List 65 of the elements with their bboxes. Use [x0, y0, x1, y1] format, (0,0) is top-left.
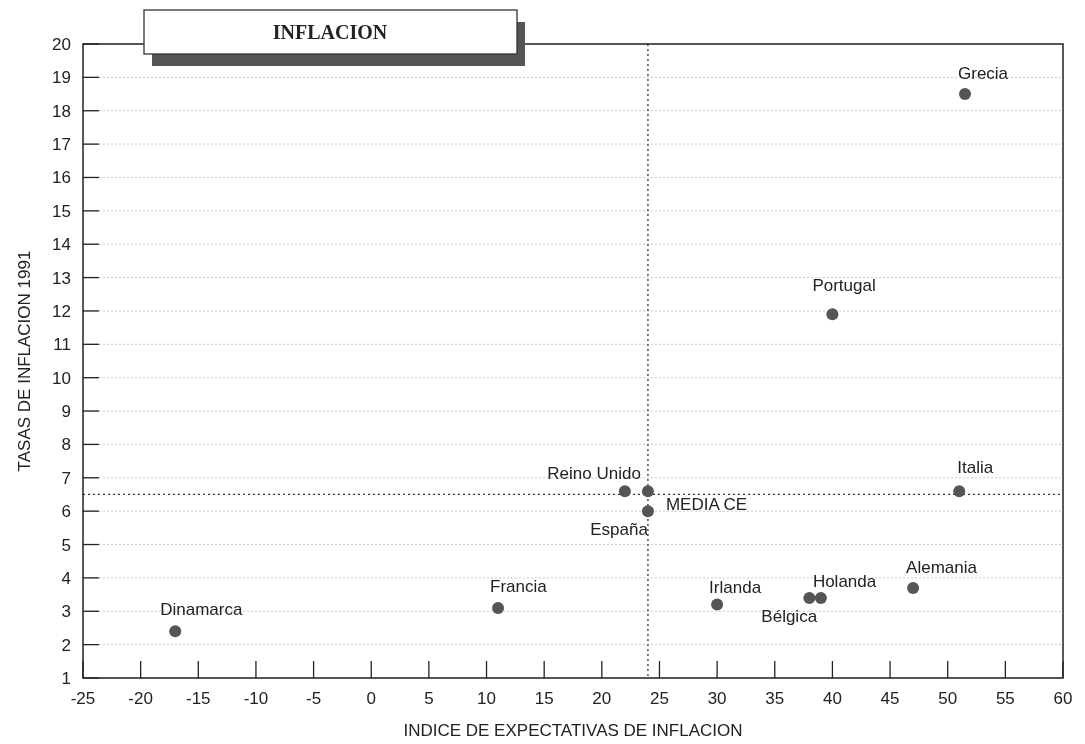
- series-label: Holanda: [812, 571, 877, 591]
- x-tick-label: 10: [477, 689, 496, 708]
- point: [169, 625, 182, 638]
- y-tick-label: 18: [52, 101, 71, 121]
- x-axis-title: INDICE DE EXPECTATIVAS DE INFLACION: [403, 721, 743, 740]
- point: [618, 485, 631, 498]
- x-tick-label: -25: [70, 689, 96, 708]
- x-tick-label: 20: [592, 689, 612, 708]
- y-axis-title: TASAS DE INFLACION 1991: [15, 250, 34, 472]
- y-tick-label: 7: [61, 468, 71, 488]
- y-tick-label: 4: [61, 568, 71, 588]
- x-tick-label: 5: [424, 689, 434, 708]
- y-tick-label: 12: [52, 301, 71, 321]
- x-tick-label: 60: [1053, 689, 1073, 708]
- y-tick-label: 2: [61, 635, 71, 655]
- series-label: España: [590, 520, 649, 540]
- x-tick-label: -10: [243, 689, 269, 708]
- point: [953, 485, 966, 498]
- y-tick-label: 17: [52, 135, 71, 155]
- chart-title: INFLACION: [272, 21, 388, 43]
- point: [492, 601, 505, 614]
- y-tick-label: 10: [52, 368, 71, 388]
- x-tick-label: 30: [707, 689, 727, 708]
- x-tick-label: 40: [822, 689, 842, 708]
- x-tick-label: 50: [938, 689, 958, 708]
- x-tick-label: -5: [306, 689, 322, 708]
- series-label: Alemania: [906, 557, 978, 577]
- y-tick-label: 20: [52, 35, 71, 54]
- y-tick-label: 14: [52, 235, 71, 255]
- series-label: Reino Unido: [547, 464, 641, 484]
- y-tick-label: 5: [61, 535, 71, 555]
- series-label: Irlanda: [709, 577, 762, 597]
- point: [907, 581, 920, 594]
- series-label: Grecia: [958, 64, 1009, 84]
- x-tick-label: -20: [128, 689, 153, 708]
- x-tick-label: 25: [650, 689, 669, 708]
- series-label: MEDIA CE: [665, 495, 748, 515]
- series-label: Portugal: [812, 276, 876, 296]
- y-tick-label: 9: [61, 402, 71, 422]
- point: [814, 591, 827, 604]
- point: [803, 591, 816, 604]
- x-tick-label: 55: [995, 689, 1015, 708]
- y-tick-label: 1: [61, 669, 71, 688]
- y-tick-label: 6: [61, 502, 71, 522]
- y-tick-label: 3: [61, 602, 71, 622]
- y-tick-label: 13: [52, 268, 71, 288]
- point: [641, 485, 654, 498]
- series-label: Italia: [957, 458, 994, 478]
- x-tick-label: 0: [366, 689, 376, 708]
- y-tick-label: 19: [52, 68, 71, 88]
- x-tick-label: -15: [186, 689, 211, 708]
- y-tick-label: 11: [53, 335, 71, 355]
- x-tick-label: 35: [765, 689, 785, 708]
- series-label: Bélgica: [761, 606, 818, 626]
- y-tick-label: 16: [52, 168, 71, 188]
- series-label: Dinamarca: [160, 600, 243, 620]
- point: [711, 598, 724, 611]
- x-tick-label: 45: [880, 689, 900, 708]
- series-label: Francia: [490, 576, 548, 596]
- point: [641, 505, 654, 518]
- y-tick-label: 8: [61, 435, 71, 455]
- y-tick-label: 15: [52, 201, 71, 221]
- x-tick-label: 15: [534, 689, 554, 708]
- point: [959, 88, 971, 101]
- point: [826, 308, 839, 321]
